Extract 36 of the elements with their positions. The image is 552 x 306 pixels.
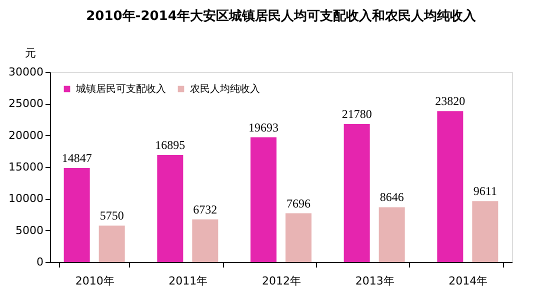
chart-title: 2010年-2014年大安区城镇居民人均可支配收入和农民人均纯收入 [86,8,477,24]
legend-label: 农民人均纯收入 [190,83,260,95]
data-label: 7696 [286,196,310,210]
y-tick-label: 10000 [8,192,44,206]
x-tick-label: 2014年 [448,274,488,288]
bar [344,124,370,262]
y-tick-label: 0 [36,256,44,268]
bar [250,137,276,262]
bar [157,155,184,262]
x-tick-label: 2011年 [168,274,208,288]
x-tick-label: 2013年 [355,274,394,288]
legend-label: 城镇居民可支配收入 [75,83,166,95]
bar [472,201,498,262]
bar [98,226,125,262]
bar [378,207,405,262]
y-tick-label: 5000 [16,224,44,237]
data-label: 14847 [62,150,92,165]
data-label: 21780 [342,107,372,122]
bar [286,213,312,262]
y-tick-label: 25000 [8,97,44,110]
data-label: 6732 [193,202,218,216]
y-tick-label: 15000 [8,160,44,174]
x-tick-label: 2012年 [262,274,301,288]
data-label: 16895 [155,138,186,152]
y-tick-label: 20000 [8,128,44,142]
y-axis-title: 元 [25,46,36,60]
data-label: 5750 [100,208,124,223]
data-label: 8646 [380,190,404,204]
bar [64,168,90,262]
x-tick-label: 2010年 [75,274,114,288]
bar [437,111,464,262]
y-tick-label: 30000 [8,66,44,78]
data-label: 23820 [435,94,466,108]
bar [192,219,218,262]
data-label: 19693 [248,120,278,134]
data-label: 9611 [473,184,497,198]
